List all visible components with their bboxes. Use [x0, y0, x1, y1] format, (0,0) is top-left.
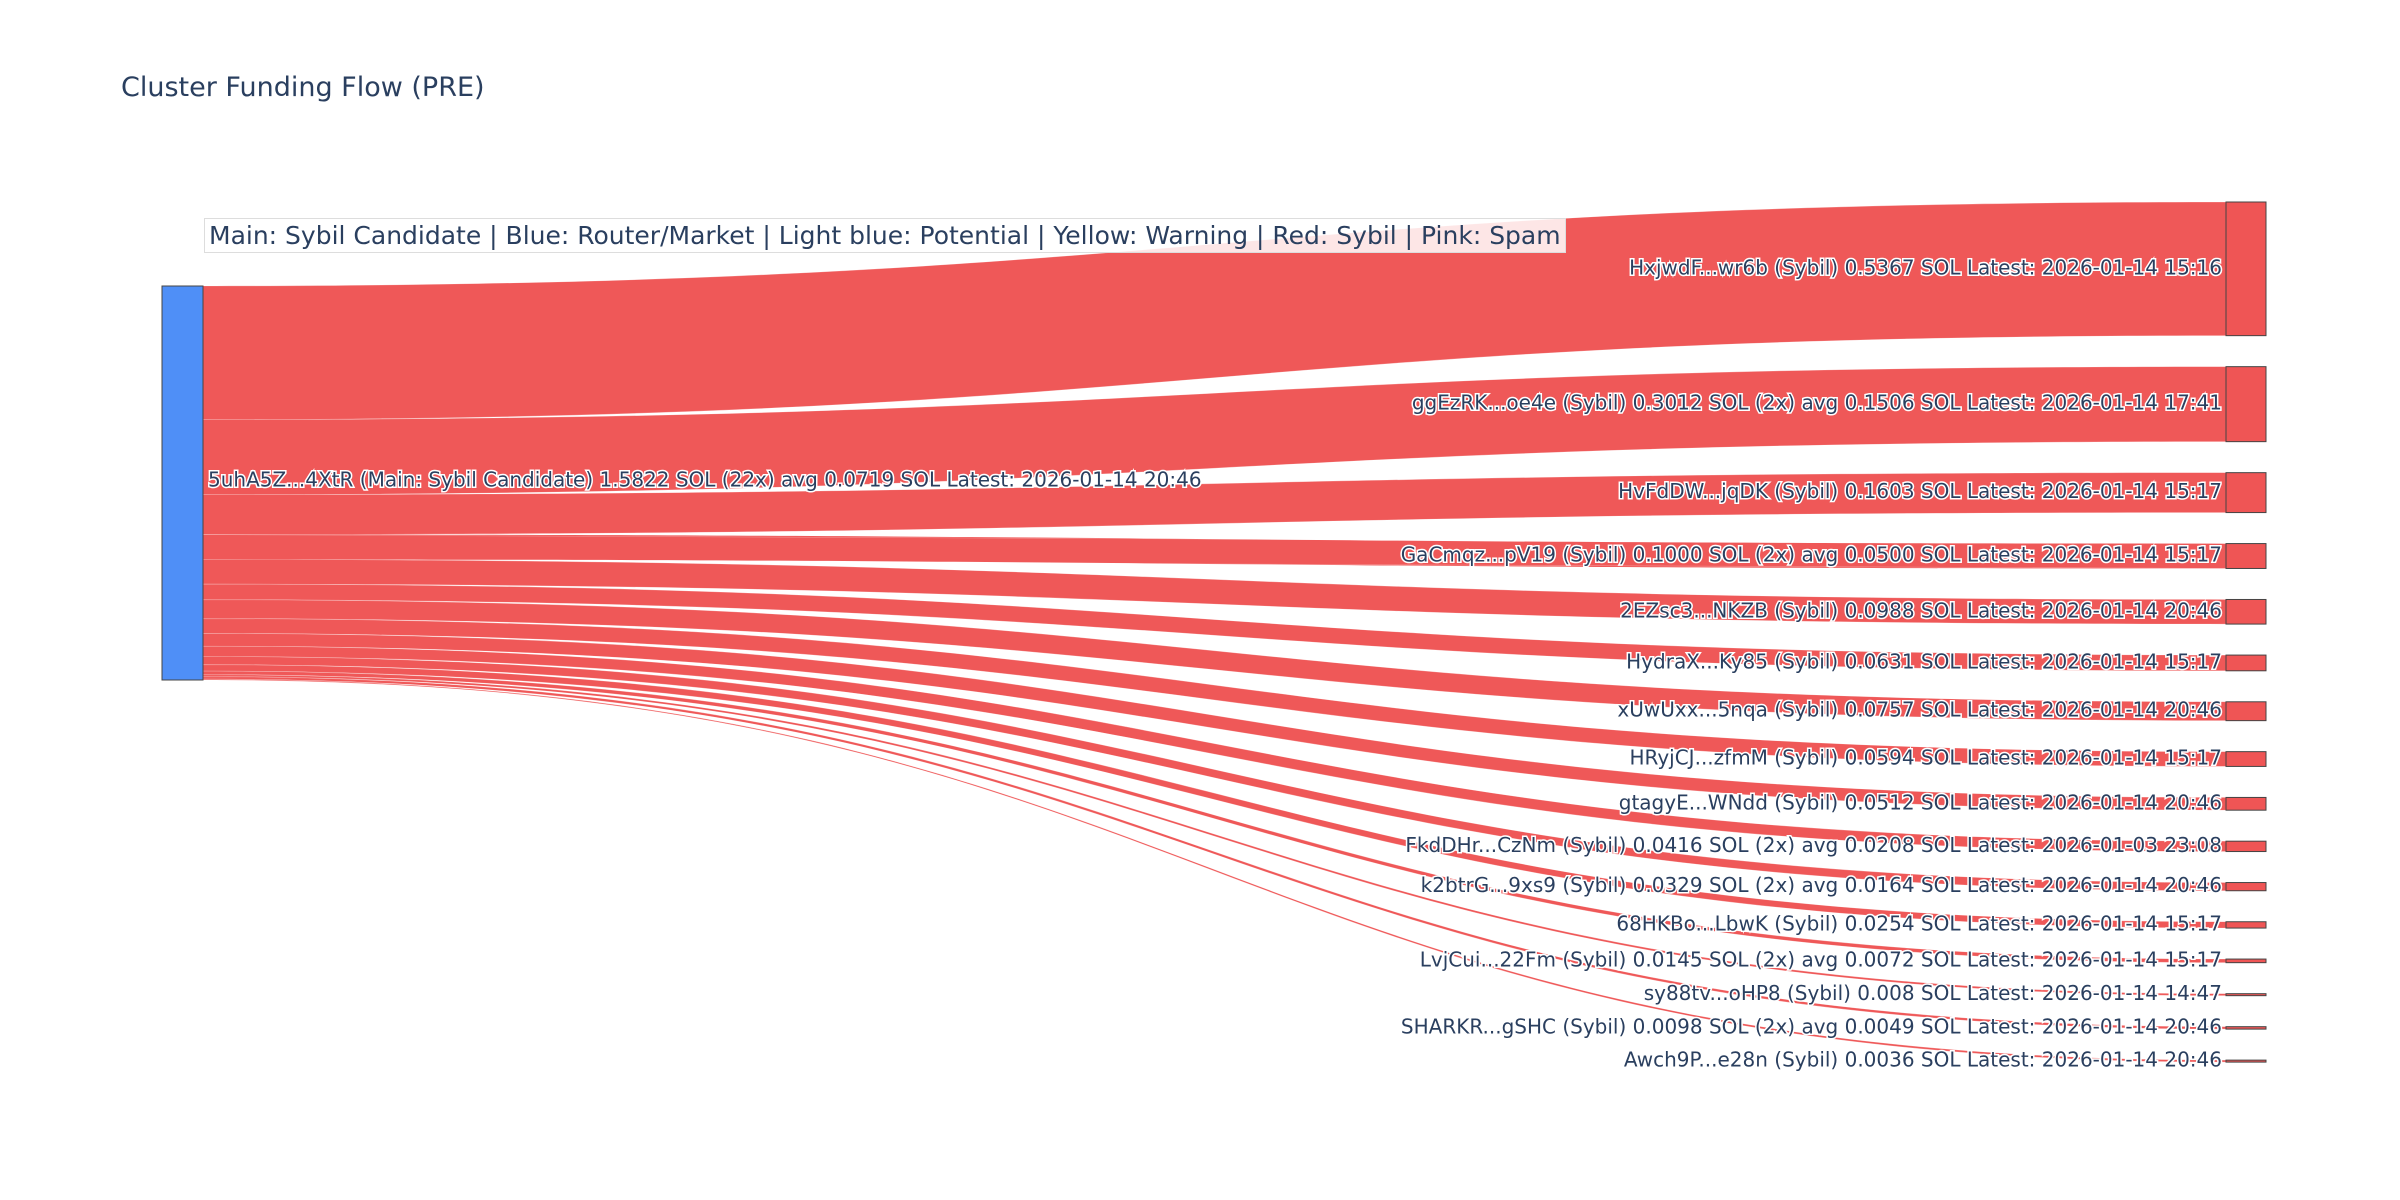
node-label-target-9: FkdDHr...CzNm (Sybil) 0.0416 SOL (2x) av… [1405, 833, 2222, 857]
node-target-6[interactable] [2225, 701, 2267, 722]
node-label-target-8: gtagyE...WNdd (Sybil) 0.0512 SOL Latest:… [1619, 790, 2222, 814]
node-label-target-11: 68HKBo...LbwK (Sybil) 0.0254 SOL Latest:… [1616, 911, 2222, 935]
links-layer [202, 201, 2227, 1063]
node-target-1[interactable] [2225, 366, 2267, 443]
node-target-13[interactable] [2225, 993, 2267, 997]
node-label-target-7: HRyjCJ...zfmM (Sybil) 0.0594 SOL Latest:… [1629, 746, 2222, 770]
node-target-14[interactable] [2225, 1026, 2267, 1030]
node-target-15[interactable] [2225, 1059, 2267, 1063]
node-label-target-3: GaCmqz...pV19 (Sybil) 0.1000 SOL (2x) av… [1401, 543, 2222, 567]
node-target-4[interactable] [2225, 598, 2267, 625]
node-label-target-2: HvFdDW...jqDK (Sybil) 0.1603 SOL Latest:… [1618, 479, 2222, 503]
node-target-9[interactable] [2225, 840, 2267, 853]
node-target-11[interactable] [2225, 921, 2267, 929]
node-target-10[interactable] [2225, 882, 2267, 892]
node-label-target-0: HxjwdF...wr6b (Sybil) 0.5367 SOL Latest:… [1629, 255, 2222, 279]
labels-layer: HxjwdF...wr6b (Sybil) 0.5367 SOL Latest:… [207, 254, 2224, 1073]
chart-title: Cluster Funding Flow (PRE) [121, 72, 485, 103]
node-target-7[interactable] [2225, 751, 2267, 767]
node-label-target-14: SHARKR...gSHC (Sybil) 0.0098 SOL (2x) av… [1401, 1014, 2222, 1038]
node-label-target-13: sy88tv...oHP8 (Sybil) 0.008 SOL Latest: … [1644, 981, 2222, 1005]
node-label-target-10: k2btrG...9xs9 (Sybil) 0.0329 SOL (2x) av… [1421, 873, 2222, 897]
node-source[interactable] [161, 285, 204, 681]
node-target-12[interactable] [2225, 958, 2267, 964]
node-label-target-12: LvjCui...22Fm (Sybil) 0.0145 SOL (2x) av… [1420, 947, 2222, 971]
node-target-3[interactable] [2225, 543, 2267, 569]
node-label-target-1: ggEzRK...oe4e (Sybil) 0.3012 SOL (2x) av… [1412, 391, 2222, 415]
node-label-target-15: Awch9P...e28n (Sybil) 0.0036 SOL Latest:… [1624, 1048, 2222, 1072]
node-target-2[interactable] [2225, 472, 2267, 514]
legend-annotation: Main: Sybil Candidate | Blue: Router/Mar… [204, 218, 1566, 253]
node-label-target-4: 2EZsc3...NKZB (Sybil) 0.0988 SOL Latest:… [1620, 598, 2222, 622]
node-target-5[interactable] [2225, 654, 2267, 672]
node-target-8[interactable] [2225, 796, 2267, 811]
node-label-target-6: xUwUxx...5nqa (Sybil) 0.0757 SOL Latest:… [1617, 698, 2222, 722]
node-label-source: 5uhA5Z...4XtR (Main: Sybil Candidate) 1.… [208, 468, 1202, 492]
nodes-layer [161, 201, 2267, 1063]
node-label-target-5: HydraX...Ky85 (Sybil) 0.0631 SOL Latest:… [1626, 649, 2222, 673]
node-target-0[interactable] [2225, 201, 2267, 337]
